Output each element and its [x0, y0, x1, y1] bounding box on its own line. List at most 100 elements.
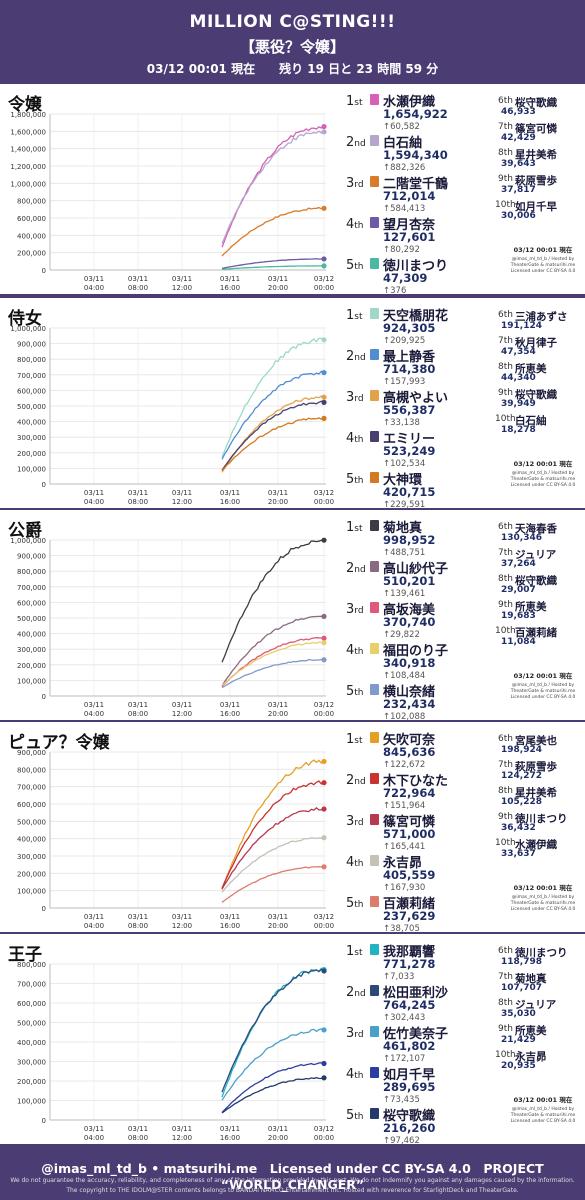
stamp-line: TheaterGate & matsurihi.me — [510, 1113, 576, 1118]
idol-name: 我那覇響 — [383, 945, 436, 960]
rank-ordinal: 1st — [346, 944, 363, 959]
y-tick-label: 200,000 — [17, 870, 46, 878]
idol-score: 1,654,922 — [383, 107, 448, 121]
idol-name: 所恵美 — [515, 1025, 547, 1037]
x-tick-label: 16:00 — [220, 1134, 240, 1142]
idol-name: 松田亜利沙 — [383, 986, 449, 1001]
idol-score-delta: ↑302,443 — [383, 1013, 426, 1023]
idol-score-delta: ↑97,462 — [383, 1136, 420, 1146]
idol-name: 萩原雪歩 — [515, 175, 557, 187]
rank-suffix: st — [354, 948, 363, 958]
series-end-point — [321, 537, 327, 543]
rank-number: 3 — [346, 176, 355, 191]
rank-ordinal: 3rd — [346, 814, 364, 829]
y-tick-label: 1,400,000 — [10, 146, 46, 154]
legend-swatch — [370, 1067, 379, 1078]
legend-swatch — [370, 390, 379, 401]
idol-score: 845,636 — [383, 745, 436, 759]
y-tick-label: 400,000 — [17, 631, 46, 639]
rank-suffix: nd — [354, 353, 366, 363]
rank-number: 4 — [346, 643, 355, 658]
y-tick-label: 300,000 — [17, 853, 46, 861]
x-tick-label: 08:00 — [128, 1134, 148, 1142]
idol-name: 萩原雪歩 — [515, 761, 557, 773]
rank-number: 9th — [498, 600, 513, 610]
stamp-line: TheaterGate & matsurihi.me — [510, 263, 576, 268]
x-tick-label: 08:00 — [128, 922, 148, 930]
rank-suffix: rd — [354, 1030, 364, 1040]
series-line — [221, 206, 325, 257]
idol-name: ジュリア — [515, 549, 557, 561]
idol-score-delta: ↑376 — [383, 286, 407, 296]
idol-name: 宮尾美也 — [515, 735, 557, 747]
y-tick-label: 400,000 — [17, 232, 46, 240]
series-line — [221, 400, 325, 471]
idol-score-delta: ↑488,751 — [383, 548, 426, 558]
idol-score-delta: ↑167,930 — [383, 883, 426, 893]
idol-name: 桜守歌織 — [515, 97, 557, 109]
idol-name: 桜守歌織 — [515, 389, 557, 401]
rank-number: 8th — [498, 786, 513, 796]
y-tick-label: 100,000 — [17, 677, 46, 685]
legend-swatch — [370, 896, 379, 907]
idol-name: 木下ひなた — [383, 774, 449, 789]
rank-number: 8th — [498, 998, 513, 1008]
y-tick-label: 800,000 — [17, 961, 46, 969]
series-end-point — [321, 968, 327, 974]
y-tick-label: 600,000 — [17, 801, 46, 809]
x-tick-label: 03/11 — [220, 275, 240, 283]
series-line — [221, 370, 325, 460]
idol-score: 20,935 — [501, 1061, 536, 1071]
rank-number: 1 — [346, 94, 355, 109]
stamp-credits: @imas_ml_td_b / Hosted by TheaterGate & m… — [503, 257, 583, 275]
rank-ordinal: 1st — [346, 94, 363, 109]
rank-number: 5 — [346, 472, 355, 487]
stamp-line: @imas_ml_td_b / Hosted by — [511, 683, 575, 688]
x-tick-label: 20:00 — [268, 498, 288, 506]
rank-ordinal: 1st — [346, 520, 363, 535]
y-tick-label: 0 — [42, 693, 46, 701]
idol-score: 998,952 — [383, 533, 436, 547]
legend-swatch — [370, 814, 379, 825]
y-tick-label: 900,000 — [17, 553, 46, 561]
rank-number: 3 — [346, 390, 355, 405]
rank-number: 1 — [346, 732, 355, 747]
legend-swatch — [370, 308, 379, 319]
rank-suffix: nd — [354, 777, 366, 787]
idol-score: 216,260 — [383, 1121, 436, 1135]
y-tick-label: 200,000 — [17, 250, 46, 258]
idol-score: 105,228 — [501, 797, 542, 807]
rank-number: 7th — [498, 336, 513, 346]
rank-number: 5 — [346, 896, 355, 911]
y-tick-label: 800,000 — [17, 356, 46, 364]
idol-score-delta: ↑38,705 — [383, 924, 420, 934]
series-line — [221, 1062, 325, 1113]
legend-swatch — [370, 561, 379, 572]
rank-number: 6th — [498, 310, 513, 320]
x-tick-label: 03/11 — [220, 701, 240, 709]
y-tick-label: 200,000 — [17, 450, 46, 458]
series-line — [221, 417, 325, 472]
legend-swatch — [370, 176, 379, 187]
rank-suffix: st — [354, 736, 363, 746]
y-tick-label: 600,000 — [17, 215, 46, 223]
rank-number: 7th — [498, 548, 513, 558]
idol-score-delta: ↑157,993 — [383, 377, 426, 387]
idol-name: 如月千早 — [515, 201, 557, 213]
x-tick-label: 00:00 — [314, 1134, 334, 1142]
x-tick-label: 03/11 — [268, 913, 288, 921]
line-chart: 0 100,000 200,000 300,000 400,000 500,000 600,… — [10, 325, 334, 506]
x-tick-label: 16:00 — [220, 498, 240, 506]
x-tick-label: 12:00 — [172, 284, 192, 292]
idol-name: 徳川まつり — [515, 813, 568, 825]
y-tick-label: 600,000 — [17, 1000, 46, 1008]
x-tick-label: 03/11 — [172, 489, 192, 497]
idol-score: 712,014 — [383, 189, 436, 203]
stamp-time: 03/12 00:01 現在 — [513, 1096, 573, 1104]
idol-name: 三浦あずさ — [515, 311, 568, 323]
line-chart: 0 100,000 200,000 300,000 400,000 500,000 600,… — [10, 537, 334, 718]
idol-name: 高山紗代子 — [383, 562, 449, 577]
idol-score: 191,124 — [501, 321, 542, 331]
series-end-point — [321, 415, 327, 421]
stamp-line: Licensed under CC BY-SA 4.0 — [510, 907, 576, 912]
